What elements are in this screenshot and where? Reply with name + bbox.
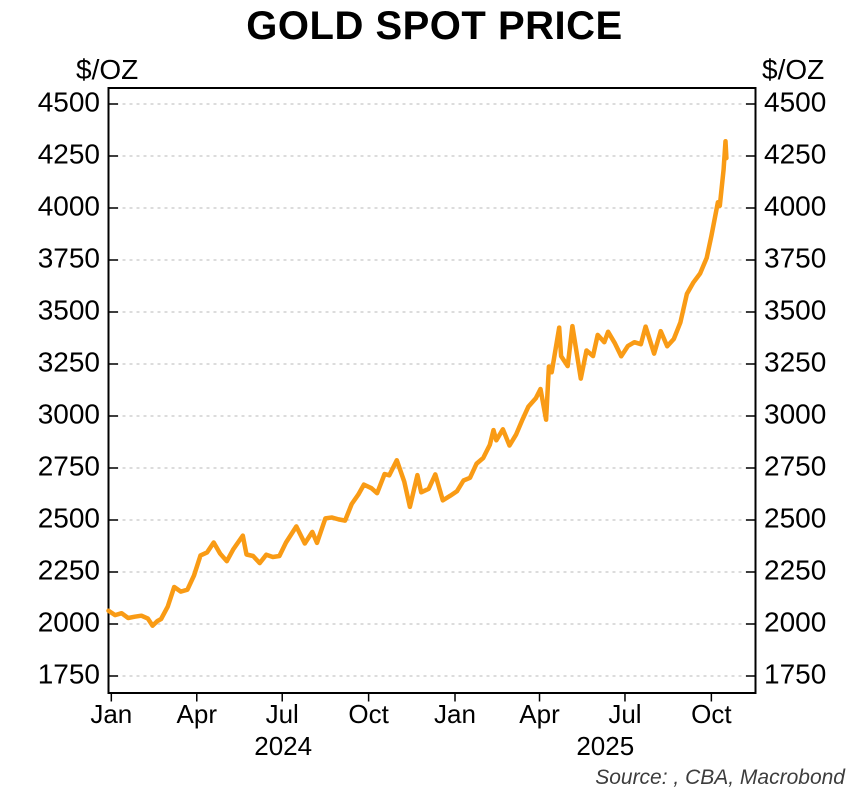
x-axis-month-label: Jan: [434, 699, 476, 729]
x-axis-month-label: Oct: [691, 699, 732, 729]
y-axis-label-left: 3000: [37, 398, 100, 430]
y-axis-label-right: 2750: [764, 450, 827, 482]
y-axis-label-left: 3750: [37, 242, 100, 274]
y-axis-label-left: 4500: [37, 86, 100, 118]
y-axis-label-right: 3750: [764, 242, 827, 274]
x-axis-month-label: Jul: [265, 699, 299, 729]
y-axis-label-left: 2000: [37, 606, 100, 638]
y-axis-label-right: 2000: [764, 606, 827, 638]
x-axis-month-label: Apr: [176, 699, 217, 729]
y-axis-label-left: 2250: [37, 554, 100, 586]
y-axis-label-right: 3250: [764, 346, 827, 378]
y-axis-unit-left: $/OZ: [76, 54, 139, 85]
y-axis-label-right: 4000: [764, 190, 827, 222]
y-axis-label-left: 3500: [37, 294, 100, 326]
chart-title: GOLD SPOT PRICE: [246, 4, 623, 48]
y-axis-label-right: 3500: [764, 294, 827, 326]
y-axis-label-right: 2250: [764, 554, 827, 586]
source-attribution: Source: , CBA, Macrobond: [595, 766, 845, 789]
y-axis-label-right: 4500: [764, 86, 827, 118]
x-axis-year-label: 2024: [254, 731, 313, 761]
y-axis-label-left: 1750: [37, 658, 100, 690]
y-axis-label-left: 2750: [37, 450, 100, 482]
x-axis-month-label: Jan: [90, 699, 133, 729]
plot-frame: [107, 87, 757, 694]
y-axis-unit-right: $/OZ: [762, 54, 825, 85]
y-axis-label-right: 1750: [764, 658, 827, 690]
y-axis-label-left: 3250: [37, 346, 100, 378]
price-line: [106, 138, 729, 628]
x-axis-month-label: Apr: [519, 699, 560, 729]
x-axis-year-label: 2025: [576, 731, 635, 761]
y-axis-label-right: 4250: [764, 138, 827, 170]
y-axis-label-right: 3000: [764, 398, 827, 430]
y-axis-label-right: 2500: [764, 502, 827, 534]
x-axis-month-label: Jul: [608, 699, 642, 729]
y-axis-label-left: 2500: [37, 502, 100, 534]
y-axis-label-left: 4000: [37, 190, 100, 222]
y-axis-label-left: 4250: [37, 138, 100, 170]
x-axis-month-label: Oct: [348, 699, 389, 729]
